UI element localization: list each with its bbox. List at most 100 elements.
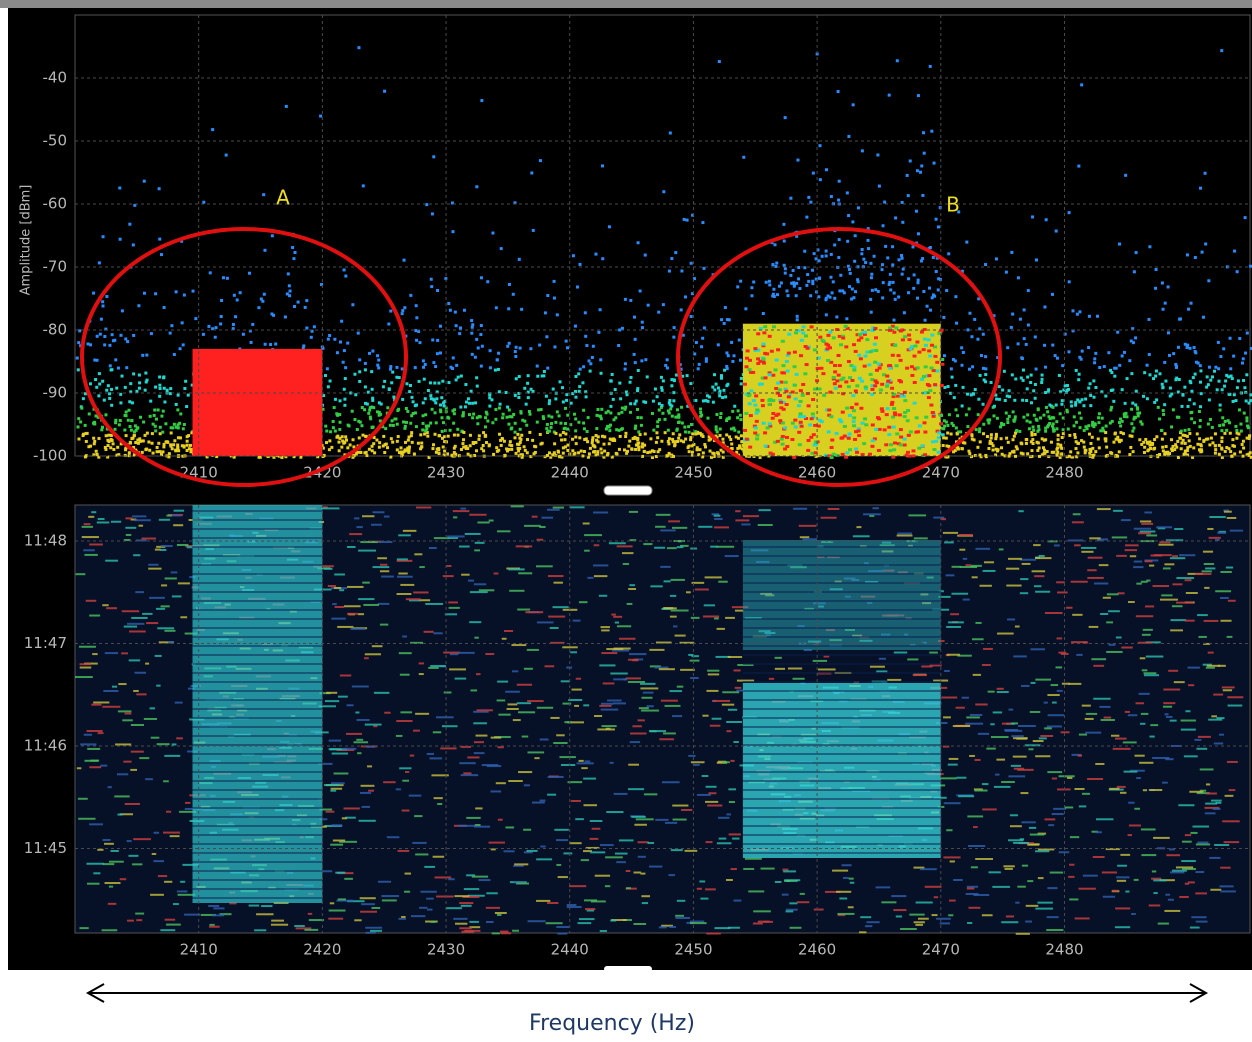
noise-dot — [125, 366, 128, 369]
trace-dash — [527, 751, 544, 753]
noise-dot — [377, 359, 380, 362]
signal-b-dot — [852, 366, 856, 369]
noise-dot — [481, 345, 484, 348]
noise-dot — [917, 232, 920, 235]
trace-dash — [453, 510, 470, 512]
trace-dash — [581, 767, 587, 769]
signal-b-dot — [871, 423, 875, 426]
noise-dot — [617, 412, 620, 415]
trace-dash — [706, 932, 721, 934]
noise-dot — [1097, 421, 1100, 424]
signal-b-dot — [879, 389, 883, 392]
noise-dot — [150, 332, 153, 335]
trace-dash — [172, 595, 182, 597]
trace-dash — [532, 516, 538, 518]
noise-dot — [400, 446, 403, 449]
trace-dash — [123, 761, 131, 763]
noise-dot — [605, 427, 608, 430]
noise-dot — [477, 438, 480, 441]
noise-dot — [1176, 416, 1179, 419]
trace-dash — [1028, 748, 1033, 750]
noise-dot — [1224, 420, 1227, 423]
signal-b-dot — [835, 432, 839, 435]
noise-dot — [457, 434, 460, 437]
noise-dot — [500, 444, 503, 447]
noise-dot — [250, 341, 253, 344]
noise-dot — [874, 288, 877, 291]
trace-dash — [461, 905, 472, 907]
trace-dash — [1181, 729, 1196, 731]
noise-dot — [1045, 406, 1048, 409]
noise-dot — [582, 409, 585, 412]
noise-dot — [984, 367, 987, 370]
noise-dot — [570, 402, 573, 405]
noise-dot — [248, 272, 251, 275]
trace-dash — [1179, 554, 1195, 556]
noise-dot — [636, 408, 639, 411]
noise-dot — [100, 318, 103, 321]
noise-dot — [1190, 417, 1193, 420]
noise-dot — [152, 423, 155, 426]
noise-dot — [881, 268, 884, 271]
noise-dot — [395, 366, 398, 369]
trace-dash — [540, 739, 549, 741]
noise-dot — [393, 417, 396, 420]
noise-dot — [96, 335, 99, 338]
noise-dot — [1209, 379, 1212, 382]
noise-dot — [636, 416, 639, 419]
noise-dot — [1030, 440, 1033, 443]
noise-dot — [222, 276, 225, 279]
noise-dot — [1158, 418, 1161, 421]
noise-dot — [1087, 346, 1090, 349]
noise-dot — [1232, 400, 1235, 403]
noise-dot — [894, 298, 897, 301]
noise-dot — [724, 306, 727, 309]
noise-dot — [953, 396, 956, 399]
trace-dash — [1164, 563, 1174, 565]
trace-dash — [120, 878, 127, 880]
trace-dash — [782, 869, 788, 871]
noise-dot — [330, 446, 333, 449]
noise-dot — [1142, 395, 1145, 398]
trace-dash — [1189, 791, 1203, 793]
noise-dot — [486, 420, 489, 423]
noise-dot — [1220, 49, 1223, 52]
noise-dot — [1180, 447, 1183, 450]
trace-dash — [1018, 510, 1023, 512]
noise-dot — [520, 308, 523, 311]
noise-dot — [818, 144, 821, 147]
noise-dot — [84, 432, 87, 435]
noise-dot — [1235, 429, 1238, 432]
signal-b-dot — [877, 362, 881, 365]
signal-b-dot — [807, 404, 811, 407]
trace-dash — [615, 853, 628, 855]
signal-b-dot — [841, 453, 845, 456]
noise-dot — [683, 426, 686, 429]
noise-dot — [589, 362, 592, 365]
noise-dot — [792, 269, 795, 272]
noise-dot — [684, 295, 687, 298]
trace-dash — [982, 664, 991, 666]
trace-dash — [574, 705, 579, 707]
trace-dash — [1200, 768, 1214, 770]
trace-dash — [649, 866, 662, 868]
trace-dash — [133, 554, 140, 556]
noise-dot — [1245, 373, 1248, 376]
noise-dot — [837, 199, 840, 202]
noise-dot — [715, 413, 718, 416]
noise-dot — [583, 438, 586, 441]
noise-dot — [1048, 422, 1051, 425]
noise-dot — [589, 370, 592, 373]
trace-dash — [156, 685, 160, 687]
noise-dot — [1013, 399, 1016, 402]
noise-dot — [1242, 357, 1245, 360]
trace-dash — [121, 652, 128, 654]
trace-dash — [459, 902, 473, 904]
trace-dash — [968, 907, 980, 909]
noise-dot — [1204, 172, 1207, 175]
noise-dot — [699, 415, 702, 418]
signal-b-dot — [771, 417, 775, 420]
noise-dot — [713, 455, 716, 458]
noise-dot — [1006, 346, 1009, 349]
noise-dot — [179, 347, 182, 350]
